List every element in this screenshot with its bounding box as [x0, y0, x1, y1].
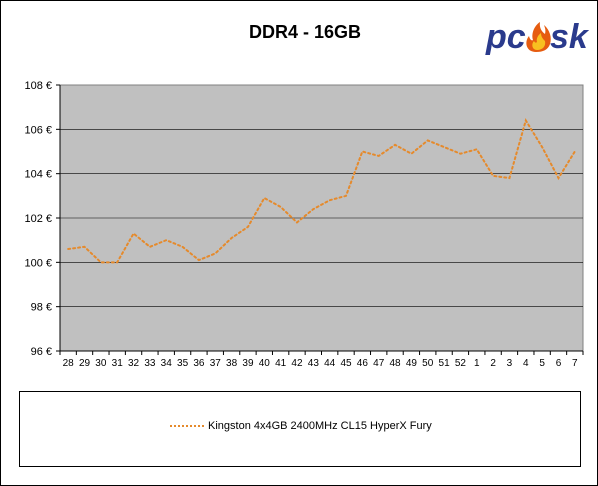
chart-title: DDR4 - 16GB — [248, 22, 362, 42]
data-point — [427, 139, 429, 141]
data-point — [508, 177, 510, 179]
x-axis: 28 29 30 31 32 33 34 35 36 37 38 39 40 41 42 43 44 45 46 47… — [59, 350, 584, 369]
x-tick-label: 51 — [439, 358, 451, 369]
logo-text-right: sk — [550, 18, 590, 56]
data-point — [149, 246, 151, 248]
gridlines — [60, 129, 583, 307]
y-tick-label: 100 € — [24, 257, 52, 269]
x-tick-label: 40 — [259, 358, 271, 369]
pcsk-logo: pc sk — [485, 18, 590, 56]
x-tick-label: 47 — [373, 358, 385, 369]
data-point — [132, 232, 134, 234]
data-point — [476, 148, 478, 150]
data-point — [165, 239, 167, 241]
x-tick-label: 39 — [242, 358, 254, 369]
data-point — [410, 153, 412, 155]
x-tick-label: 41 — [275, 358, 287, 369]
y-tick-label: 108 € — [24, 80, 52, 92]
data-point — [443, 146, 445, 148]
data-point — [394, 144, 396, 146]
x-tick-label: 36 — [193, 358, 205, 369]
x-tick-label: 38 — [226, 358, 238, 369]
data-point — [263, 197, 265, 199]
data-point — [312, 208, 314, 210]
x-tick-label: 46 — [357, 358, 369, 369]
x-tick-label: 43 — [308, 358, 320, 369]
data-point — [345, 195, 347, 197]
y-tick-label: 96 € — [31, 346, 52, 358]
data-point — [574, 150, 576, 152]
y-tick-label: 104 € — [24, 169, 52, 181]
data-point — [83, 246, 85, 248]
x-tick-label: 50 — [422, 358, 434, 369]
x-tick-label: 3 — [507, 358, 513, 369]
data-point — [296, 221, 298, 223]
logo-text-left: pc — [485, 18, 526, 56]
x-tick-label: 5 — [539, 358, 545, 369]
x-tick-label: 49 — [406, 358, 418, 369]
legend-item: Kingston 4x4GB 2400MHz CL15 HyperX Fury — [170, 420, 432, 432]
data-point — [557, 177, 559, 179]
x-tick-label: 44 — [324, 358, 336, 369]
x-tick-label: 4 — [523, 358, 529, 369]
data-point — [459, 153, 461, 155]
data-point — [328, 199, 330, 201]
y-tick-label: 106 € — [24, 124, 52, 136]
x-tick-label: 31 — [112, 358, 124, 369]
series-layer — [67, 118, 576, 264]
data-point — [247, 226, 249, 228]
x-tick-label: 35 — [177, 358, 189, 369]
data-point — [492, 175, 494, 177]
x-tick-label: 29 — [79, 358, 91, 369]
series-line — [67, 118, 576, 264]
x-tick-label: 45 — [340, 358, 352, 369]
flame-icon — [526, 22, 551, 52]
data-point — [230, 237, 232, 239]
x-tick-label: 32 — [128, 358, 140, 369]
data-point — [198, 259, 200, 261]
data-point — [181, 246, 183, 248]
legend-label: Kingston 4x4GB 2400MHz CL15 HyperX Fury — [208, 420, 432, 432]
data-point — [279, 206, 281, 208]
y-tick-label: 98 € — [31, 302, 52, 314]
x-tick-label: 48 — [389, 358, 401, 369]
x-tick-label: 2 — [490, 358, 496, 369]
x-tick-label: 6 — [556, 358, 562, 369]
x-tick-label: 52 — [455, 358, 467, 369]
data-point — [214, 252, 216, 254]
data-point — [525, 119, 527, 121]
x-tick-label: 42 — [291, 358, 303, 369]
legend-swatch — [170, 425, 204, 427]
y-tick-label: 102 € — [24, 213, 52, 225]
x-tick-label: 30 — [95, 358, 107, 369]
data-point — [116, 261, 118, 263]
x-tick-label: 1 — [474, 358, 480, 369]
x-tick-label: 33 — [144, 358, 156, 369]
data-point — [378, 155, 380, 157]
data-point — [67, 248, 69, 250]
x-tick-label: 7 — [572, 358, 578, 369]
x-tick-label: 28 — [63, 358, 75, 369]
data-point — [361, 150, 363, 152]
data-point — [541, 146, 543, 148]
x-tick-label: 37 — [210, 358, 222, 369]
x-tick-label: 34 — [161, 358, 173, 369]
y-axis: 96 € 98 € 100 € 102 € 104 € 106 € 108 € — [24, 80, 61, 358]
legend: Kingston 4x4GB 2400MHz CL15 HyperX Fury — [19, 391, 581, 467]
data-point — [100, 261, 102, 263]
